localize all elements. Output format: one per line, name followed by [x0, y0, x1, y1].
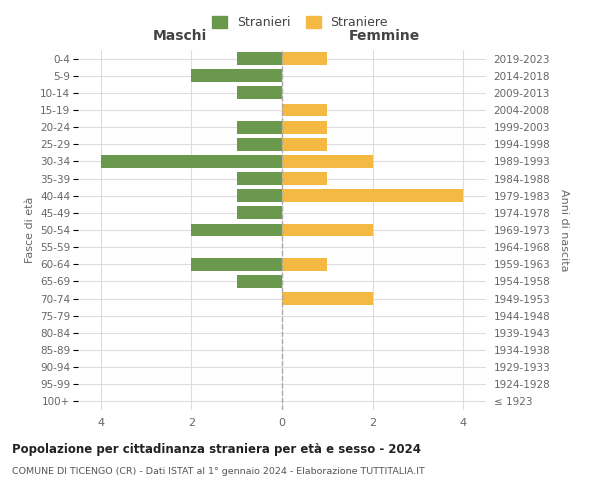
- Bar: [282, 104, 328, 117]
- Bar: [282, 190, 463, 202]
- Bar: [191, 224, 282, 236]
- Bar: [282, 155, 373, 168]
- Y-axis label: Fasce di età: Fasce di età: [25, 197, 35, 263]
- Bar: [236, 172, 282, 185]
- Bar: [282, 224, 373, 236]
- Y-axis label: Anni di nascita: Anni di nascita: [559, 188, 569, 271]
- Bar: [236, 52, 282, 65]
- Bar: [236, 138, 282, 150]
- Bar: [101, 155, 282, 168]
- Text: COMUNE DI TICENGO (CR) - Dati ISTAT al 1° gennaio 2024 - Elaborazione TUTTITALIA: COMUNE DI TICENGO (CR) - Dati ISTAT al 1…: [12, 468, 425, 476]
- Bar: [236, 275, 282, 288]
- Bar: [282, 138, 328, 150]
- Bar: [191, 70, 282, 82]
- Bar: [282, 258, 328, 270]
- Bar: [282, 120, 328, 134]
- Text: Popolazione per cittadinanza straniera per età e sesso - 2024: Popolazione per cittadinanza straniera p…: [12, 442, 421, 456]
- Text: Maschi: Maschi: [153, 29, 207, 43]
- Bar: [191, 258, 282, 270]
- Bar: [236, 190, 282, 202]
- Legend: Stranieri, Straniere: Stranieri, Straniere: [207, 11, 393, 34]
- Bar: [236, 206, 282, 220]
- Bar: [282, 292, 373, 305]
- Bar: [282, 52, 328, 65]
- Text: Femmine: Femmine: [349, 29, 419, 43]
- Bar: [282, 172, 328, 185]
- Bar: [236, 120, 282, 134]
- Bar: [236, 86, 282, 100]
